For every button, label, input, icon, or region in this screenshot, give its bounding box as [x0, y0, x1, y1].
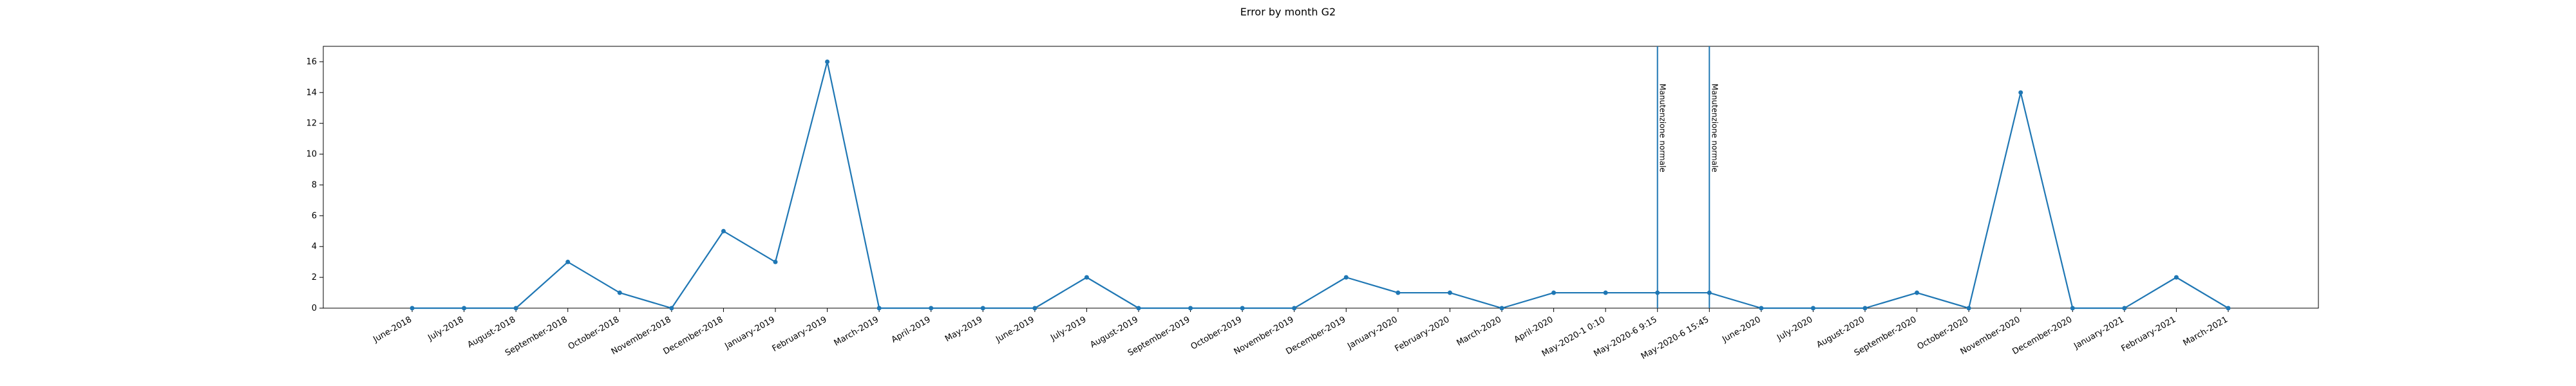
x-tick-label-14: August-2019 [1088, 315, 1140, 350]
x-tick-label-13: July-2019 [1048, 315, 1088, 343]
data-point-16 [1240, 306, 1245, 311]
data-point-9 [876, 306, 882, 311]
x-tick-label-33: January-2021 [2072, 315, 2126, 351]
chart-title: Error by month G2 [1240, 6, 1336, 18]
data-point-8 [825, 59, 830, 64]
data-point-28 [1862, 306, 1868, 311]
x-tick-label-27: July-2020 [1775, 315, 1814, 343]
data-point-31 [2018, 90, 2023, 95]
series-line [412, 60, 2229, 309]
data-point-0 [410, 306, 415, 311]
x-tick-label-12: June-2019 [994, 315, 1036, 345]
x-tick-label-1: July-2018 [426, 315, 465, 343]
x-tick-label-28: August-2020 [1815, 315, 1866, 350]
data-point-15 [1188, 306, 1193, 311]
annotation-label-0: Manutenzione normale [1658, 84, 1667, 172]
y-tick-label-10: 10 [306, 150, 317, 160]
x-tick-label-0: June-2018 [371, 315, 413, 345]
data-point-7 [773, 259, 778, 264]
x-tick-label-22: April-2020 [1513, 315, 1555, 345]
data-point-34 [2174, 275, 2179, 280]
x-tick-label-26: June-2020 [1720, 315, 1763, 345]
data-point-1 [462, 306, 467, 311]
x-tick-label-10: April-2019 [890, 315, 933, 345]
data-point-22 [1551, 290, 1557, 295]
data-point-29 [1915, 290, 1920, 295]
annotation-label-1: Manutenzione normale [1710, 84, 1719, 172]
data-point-14 [1136, 306, 1141, 311]
x-tick-label-20: February-2020 [1394, 315, 1452, 354]
data-point-18 [1343, 275, 1349, 280]
data-point-24 [1655, 290, 1660, 295]
data-point-20 [1447, 290, 1452, 295]
y-tick-label-12: 12 [306, 119, 317, 129]
y-tick-label-0: 0 [312, 304, 317, 313]
x-tick-label-11: May-2019 [943, 315, 984, 344]
y-tick-label-14: 14 [306, 88, 317, 98]
x-tick-label-19: January-2020 [1345, 315, 1399, 351]
y-tick-label-6: 6 [312, 211, 317, 221]
data-point-2 [513, 306, 518, 311]
data-point-25 [1707, 290, 1712, 295]
data-point-26 [1759, 306, 1764, 311]
x-tick-label-35: March-2021 [2181, 315, 2230, 348]
data-point-3 [565, 259, 571, 264]
data-point-32 [2070, 306, 2075, 311]
x-tick-label-21: March-2020 [1455, 315, 1503, 348]
data-point-21 [1499, 306, 1504, 311]
x-tick-label-7: January-2019 [723, 315, 777, 351]
plot-frame [323, 46, 2319, 309]
y-tick-label-4: 4 [312, 242, 317, 252]
y-tick-label-2: 2 [312, 273, 317, 282]
data-point-19 [1396, 290, 1401, 295]
data-point-6 [721, 228, 726, 234]
y-tick-label-16: 16 [306, 57, 317, 67]
data-point-33 [2122, 306, 2127, 311]
data-point-5 [669, 306, 674, 311]
data-point-27 [1810, 306, 1815, 311]
x-tick-label-2: August-2018 [466, 315, 518, 350]
data-point-17 [1292, 306, 1297, 311]
data-point-11 [980, 306, 985, 311]
x-tick-label-34: February-2021 [2120, 315, 2178, 354]
data-point-35 [2226, 306, 2231, 311]
data-point-10 [929, 306, 934, 311]
x-tick-label-9: March-2019 [833, 315, 881, 348]
x-tick-label-8: February-2019 [771, 315, 829, 354]
data-point-23 [1603, 290, 1608, 295]
data-point-30 [1966, 306, 1971, 311]
data-point-4 [617, 290, 622, 295]
y-tick-label-8: 8 [312, 180, 317, 190]
data-point-13 [1084, 275, 1089, 280]
data-point-12 [1032, 306, 1037, 311]
